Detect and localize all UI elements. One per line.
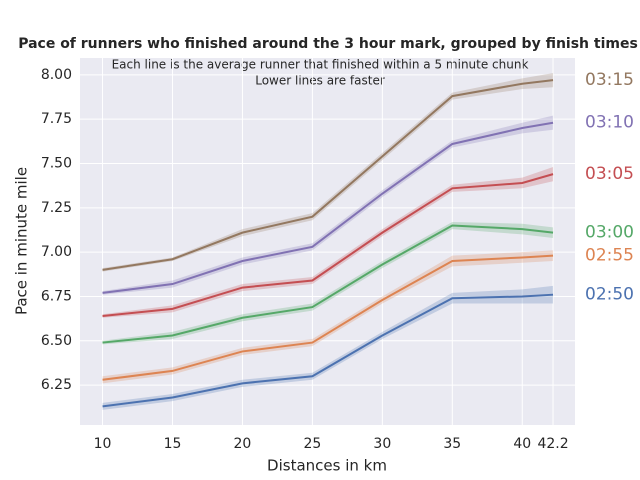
y-axis-label: Pace in minute mile <box>13 167 31 315</box>
series-line <box>102 224 554 344</box>
x-tick-label: 42.2 <box>537 436 568 452</box>
y-tick-label: 6.25 <box>41 377 72 393</box>
legend-label: 03:05 <box>585 164 634 184</box>
x-tick-label: 20 <box>234 436 252 452</box>
y-tick-label: 8.00 <box>41 67 72 83</box>
x-axis-label: Distances in km <box>267 457 387 475</box>
annotation: Each line is the average runner that fin… <box>112 58 529 72</box>
x-tick-label: 40 <box>513 436 531 452</box>
x-tick-label: 25 <box>303 436 321 452</box>
chart-title: Pace of runners who finished around the … <box>18 36 638 52</box>
y-tick-label: 6.50 <box>41 333 72 349</box>
series-line <box>102 293 554 408</box>
y-tick-label: 6.75 <box>41 288 72 304</box>
series-line <box>102 79 554 271</box>
x-tick-label: 35 <box>443 436 461 452</box>
series-line <box>102 121 554 294</box>
x-tick-label: 15 <box>164 436 182 452</box>
confidence-band <box>102 115 554 295</box>
x-tick-label: 30 <box>373 436 391 452</box>
confidence-band <box>102 285 554 410</box>
series-line <box>102 173 554 317</box>
annotation: Lower lines are faster <box>255 74 385 88</box>
legend-label: 03:00 <box>585 223 634 243</box>
legend-label: 02:55 <box>585 246 634 266</box>
series-line <box>102 254 554 381</box>
legend-label: 03:15 <box>585 70 634 90</box>
y-tick-label: 7.00 <box>41 244 72 260</box>
legend-label: 02:50 <box>585 285 634 305</box>
y-tick-label: 7.25 <box>41 200 72 216</box>
confidence-band <box>102 167 554 318</box>
y-tick-label: 7.75 <box>41 111 72 127</box>
y-tick-label: 7.50 <box>41 155 72 171</box>
legend-label: 03:10 <box>585 113 634 133</box>
x-tick-label: 10 <box>94 436 112 452</box>
